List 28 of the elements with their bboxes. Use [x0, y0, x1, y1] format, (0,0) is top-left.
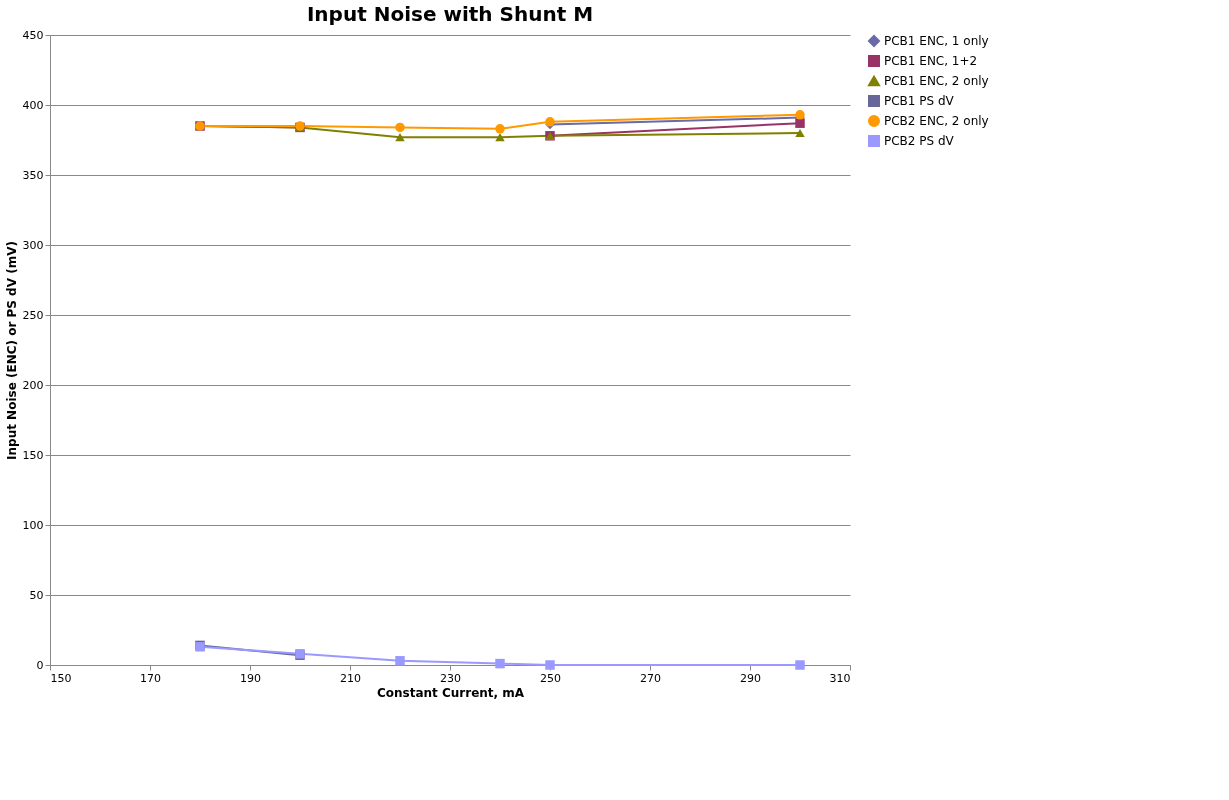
legend-label: PCB2 ENC, 2 only	[884, 114, 989, 128]
legend-label: PCB1 ENC, 2 only	[884, 74, 989, 88]
x-tick-label: 170	[140, 671, 161, 685]
y-tick-label: 400	[22, 98, 44, 112]
y-tick-label: 150	[22, 448, 44, 462]
y-tick-label: 50	[29, 588, 44, 602]
y-tick-label: 350	[22, 168, 44, 182]
legend-label: PCB2 PS dV	[884, 134, 955, 148]
x-axis-title: Constant Current, mA	[376, 685, 525, 700]
x-tick-label: 230	[440, 671, 461, 685]
legend-label: PCB1 PS dV	[884, 94, 955, 108]
x-tick-label: 290	[740, 671, 761, 685]
x-tick-label: 250	[540, 671, 561, 685]
y-tick-label: 0	[36, 658, 44, 672]
y-tick-label: 300	[22, 238, 44, 252]
x-tick-label: 150	[50, 671, 72, 685]
x-tick-label: 270	[640, 671, 661, 685]
legend-label: PCB1 ENC, 1 only	[884, 34, 989, 48]
legend-label: PCB1 ENC, 1+2	[884, 54, 978, 68]
chart-title: Input Noise with Shunt M	[306, 2, 594, 26]
x-tick-label: 310	[829, 671, 851, 685]
x-tick-label: 210	[340, 671, 361, 685]
y-tick-label: 200	[22, 378, 44, 392]
y-tick-label: 450	[22, 28, 44, 42]
y-axis-title: Input Noise (ENC) or PS dV (mV)	[4, 241, 19, 460]
y-tick-label: 250	[22, 308, 44, 322]
y-tick-label: 100	[22, 518, 44, 532]
x-tick-label: 190	[240, 671, 261, 685]
